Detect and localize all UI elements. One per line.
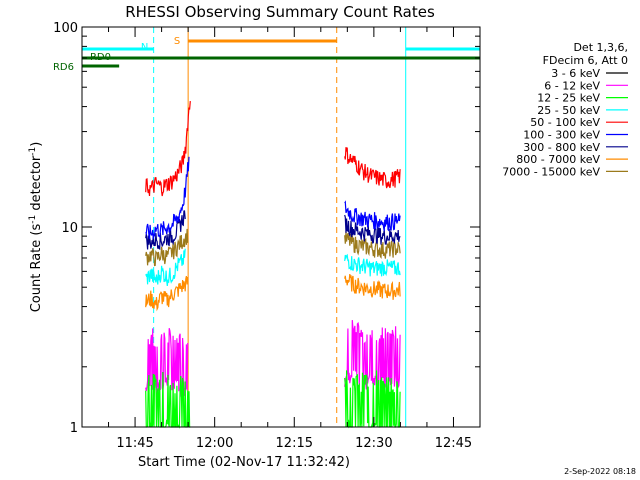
y-tick-label: 1 [70, 421, 78, 436]
x-tick-label: 12:45 [435, 436, 472, 451]
series-line [145, 228, 189, 267]
x-tick-label: 11:45 [116, 436, 153, 451]
legend-entry-label: 50 - 100 keV [530, 116, 600, 129]
y-axis-label: Count Rate (s-1 detector-1) [28, 142, 44, 313]
x-tick-label: 12:00 [196, 436, 233, 451]
series-line [145, 248, 186, 286]
series-line [344, 274, 401, 300]
date-stamp: 2-Sep-2022 08:18 [564, 467, 636, 476]
x-axis-label: Start Time (02-Nov-17 11:32:42) [138, 455, 350, 470]
legend-entry-label: 7000 - 15000 keV [502, 165, 600, 178]
legend-entry-label: 6 - 12 keV [544, 79, 600, 92]
legend-entry-label: 300 - 800 keV [523, 141, 600, 154]
chart-title: RHESSI Observing Summary Count Rates [125, 3, 435, 21]
series-line [145, 101, 191, 197]
x-tick-label: 12:30 [355, 436, 392, 451]
legend-title-line-2: FDecim 6, Att 0 [543, 54, 628, 67]
status-label-rd6: RD6 [53, 62, 74, 73]
status-label-s: S [174, 36, 180, 47]
series-line [344, 147, 401, 189]
y-axis: 1 10 100 [53, 21, 480, 436]
series-line [145, 210, 186, 250]
x-axis: 11:45 12:00 12:15 12:30 12:45 [108, 27, 481, 451]
legend-entry-label: 12 - 25 keV [537, 92, 600, 105]
series-line [344, 320, 401, 390]
series-line [344, 214, 401, 245]
x-tick-label: 12:15 [276, 436, 313, 451]
legend-entry-label: 100 - 300 keV [523, 129, 600, 142]
legend-entry-label: 800 - 7000 keV [516, 153, 600, 166]
series-line [344, 230, 401, 259]
series-line [344, 200, 401, 232]
series-line [145, 275, 189, 312]
status-label-n: N [141, 42, 148, 53]
legend-entry-label: 3 - 6 keV [551, 67, 600, 80]
series-line [344, 253, 401, 277]
legend-entry-label: 25 - 50 keV [537, 104, 600, 117]
series-line [145, 156, 190, 239]
y-tick-label: 100 [53, 21, 78, 36]
plot-area: N S RD0 RD6 [53, 27, 481, 429]
y-tick-label: 10 [61, 221, 78, 236]
legend-title-line-1: Det 1,3,6, [573, 41, 628, 54]
series-line [344, 370, 401, 429]
status-label-rd0: RD0 [90, 52, 111, 63]
series-line [145, 371, 191, 429]
